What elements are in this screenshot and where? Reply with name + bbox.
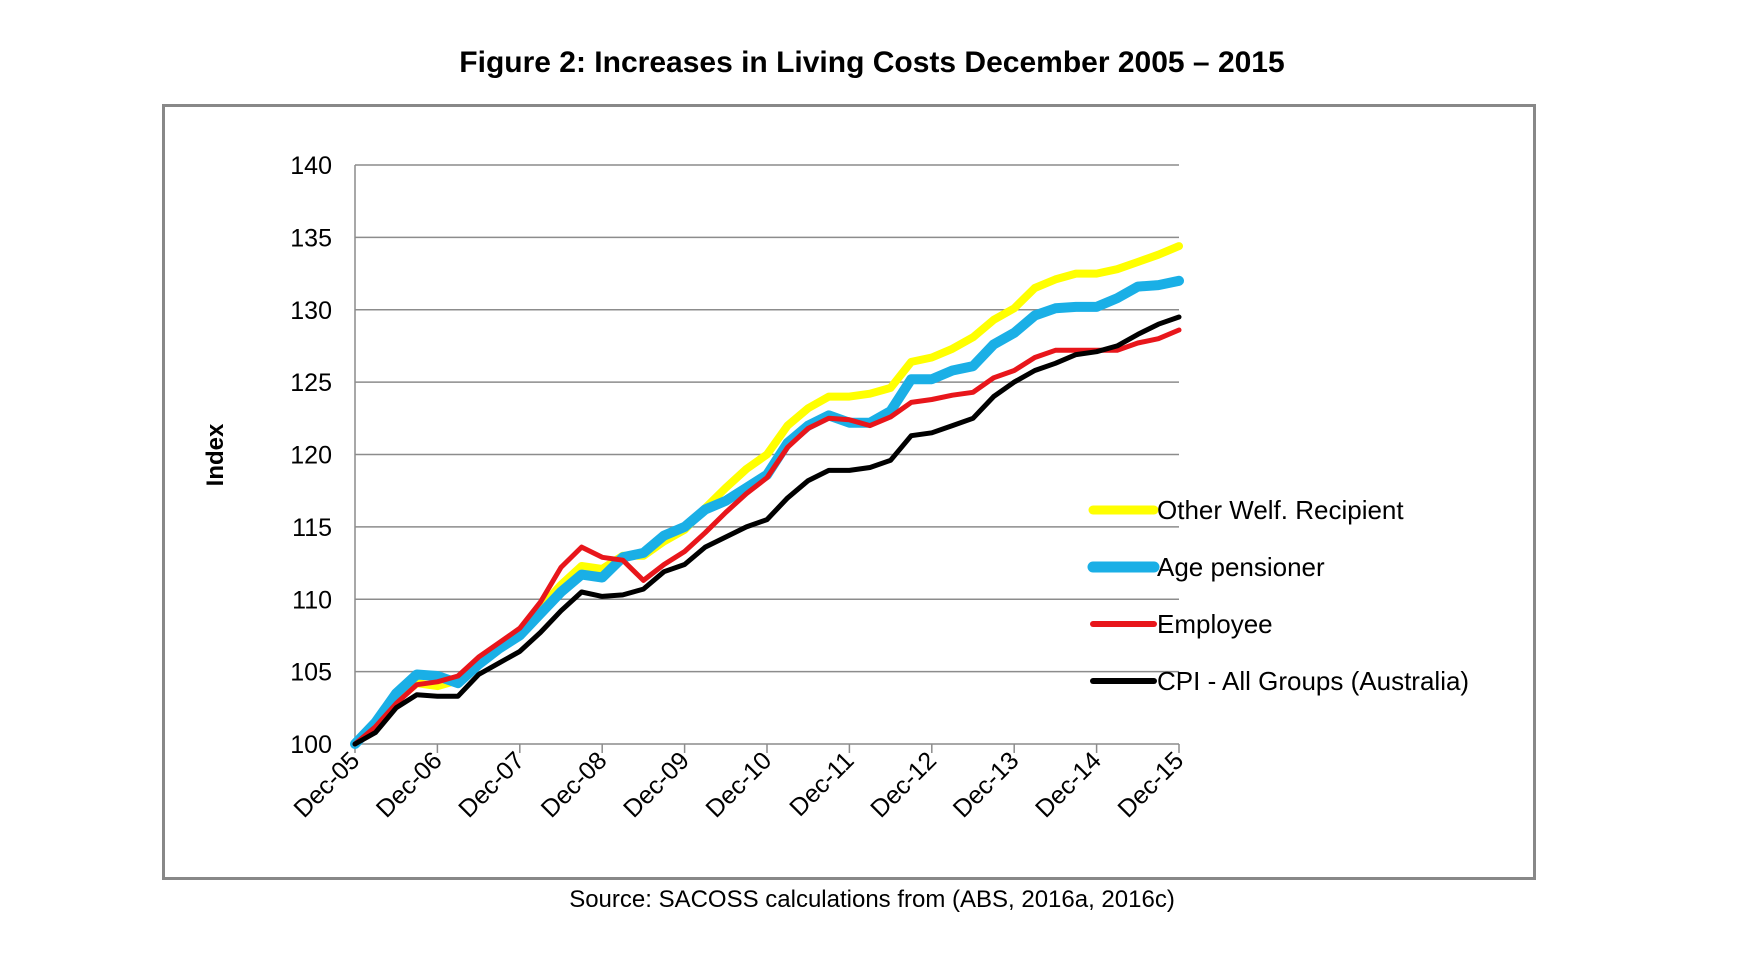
x-tick-label: Dec-15: [1112, 746, 1189, 823]
x-tick-label: Dec-09: [618, 746, 695, 823]
y-axis-label: Index: [202, 423, 229, 486]
y-tick-label: 120: [290, 442, 332, 470]
y-tick-label: 135: [290, 224, 332, 252]
y-tick-label: 125: [290, 369, 332, 397]
legend-label: Other Welf. Recipient: [1157, 495, 1404, 525]
x-tick-label: Dec-11: [784, 746, 859, 821]
x-tick-label: Dec-13: [948, 746, 1025, 823]
y-tick-label: 140: [290, 152, 332, 180]
x-tick-label: Dec-07: [453, 746, 530, 823]
chart-title: Figure 2: Increases in Living Costs Dece…: [459, 46, 1285, 79]
y-tick-label: 130: [290, 297, 332, 325]
x-tick-label: Dec-12: [865, 746, 942, 823]
y-tick-label: 110: [292, 586, 332, 614]
x-tick-label: Dec-10: [700, 746, 777, 823]
legend-label: Age pensioner: [1157, 552, 1325, 582]
x-tick-label: Dec-06: [371, 746, 448, 823]
chart-frame: [162, 104, 1536, 880]
legend-label: Employee: [1157, 609, 1273, 639]
y-tick-label: 105: [290, 659, 332, 687]
legend-label: CPI - All Groups (Australia): [1157, 666, 1469, 696]
x-tick-label: Dec-08: [536, 746, 613, 823]
series-line-cpi-all-groups-australia-: [352, 314, 1182, 747]
series-line-employee: [352, 327, 1182, 747]
source-note: Source: SACOSS calculations from (ABS, 2…: [569, 886, 1175, 913]
x-tick-label: Dec-14: [1030, 746, 1107, 823]
y-tick-label: 100: [290, 731, 332, 759]
y-tick-label: 115: [292, 514, 332, 542]
